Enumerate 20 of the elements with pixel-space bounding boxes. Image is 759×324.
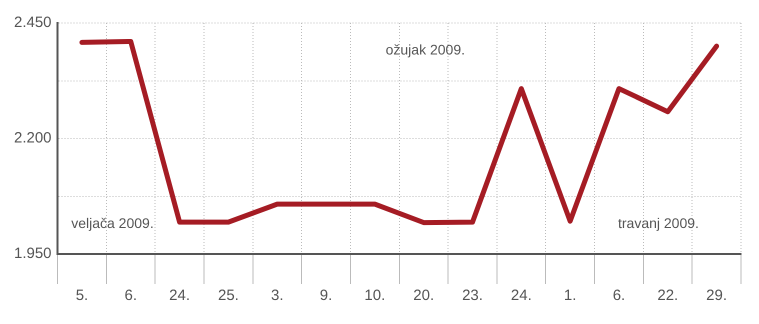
x-tick-label: 6. xyxy=(612,287,626,304)
y-tick-label: 1.950 xyxy=(14,245,52,262)
x-tick-label: 1. xyxy=(564,287,576,304)
x-tick-label: 24. xyxy=(169,287,190,304)
x-tick-label: 6. xyxy=(124,287,138,304)
x-tick-label: 25. xyxy=(218,287,239,304)
x-tick-label: 20. xyxy=(413,287,434,304)
x-tick-label: 3. xyxy=(270,287,284,304)
y-tick-label: 2.200 xyxy=(14,130,52,147)
annotation: ožujak 2009. xyxy=(386,42,466,58)
annotation: travanj 2009. xyxy=(618,214,699,231)
x-tick-label: 5. xyxy=(76,287,88,304)
x-tick-label: 10. xyxy=(364,287,386,304)
y-tick-label: 2.450 xyxy=(14,14,52,32)
x-tick-label: 9. xyxy=(320,287,332,304)
x-tick-label: 24. xyxy=(510,287,532,304)
x-tick-label: 29. xyxy=(706,287,728,304)
annotation: veljača 2009. xyxy=(71,214,154,231)
x-tick-label: 23. xyxy=(462,287,483,304)
x-tick-label: 22. xyxy=(657,287,678,304)
